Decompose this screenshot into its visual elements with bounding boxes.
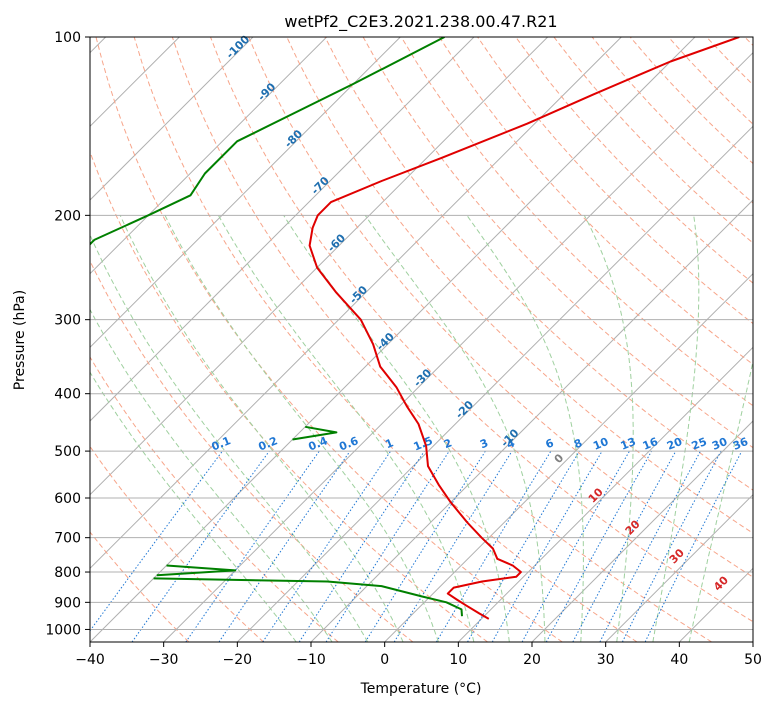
dry-adiabat-line [90, 259, 414, 642]
isotherm-line [163, 51, 753, 642]
isotherm-line [457, 346, 753, 642]
mixing-ratio-line [621, 450, 722, 642]
moist-adiabat-line [119, 215, 404, 642]
isotherm-line [90, 37, 254, 201]
x-tick-label: 10 [449, 652, 467, 668]
mixing-ratio-line [185, 450, 320, 642]
mixing-ratio-line [599, 450, 701, 642]
dry-adiabat-line [171, 37, 712, 642]
profile-series [90, 37, 740, 620]
mixing-ratio-line [435, 450, 552, 642]
isotherm-line [90, 37, 549, 496]
dry-adiabat-line [324, 37, 753, 491]
dry-adiabat-line [133, 37, 638, 642]
moist-adiabat-line [688, 358, 753, 642]
isotherm-line [752, 641, 753, 642]
x-tick-label: 50 [744, 652, 762, 668]
isotherm-line [531, 420, 753, 642]
isotherm-line [605, 493, 753, 642]
isotherm-line [90, 37, 622, 570]
dry-adiabat-line [90, 356, 339, 642]
plot-frame [89, 36, 754, 643]
temperature-profile-line [308, 37, 740, 620]
y-tick-label: 400 [54, 387, 81, 403]
mixing-ratio-label: 10 [591, 435, 610, 453]
pressure-gridlines [90, 37, 753, 630]
x-tick-label: 40 [670, 652, 688, 668]
isotherm-line [90, 37, 401, 349]
mixing-ratio-label: 8 [572, 436, 584, 451]
moist-adiabat-line [652, 215, 700, 642]
plot-area-background [90, 37, 753, 642]
y-axis-ticks: 100 200 300 400 500 600 700 800 900 1000 [45, 30, 90, 638]
mixing-ratio-label: 2 [442, 436, 454, 451]
y-tick-label: 1000 [45, 622, 81, 638]
mixing-ratio-line [572, 450, 677, 642]
mixing-ratio-label: 16 [641, 435, 660, 453]
x-axis-ticks: −40 −30 −20 −10 0 10 20 30 40 50 [75, 642, 762, 668]
mixing-ratio-line [131, 450, 270, 642]
mixing-ratio-line [393, 450, 513, 642]
mixing-ratio-label: 1 [383, 436, 395, 451]
isotherm-line [236, 125, 753, 642]
dry-adiabat-line [90, 445, 264, 642]
moist-adiabat-line [283, 215, 510, 642]
mixing-ratio-line [521, 450, 630, 642]
dry-adiabat-line [400, 37, 753, 407]
mixing-ratio-line [545, 450, 653, 642]
mixing-ratio-label: 13 [619, 435, 638, 453]
dewpoint-profile-line [153, 577, 463, 617]
mixing-ratio-line [90, 450, 223, 632]
chart-title: wetPf2_C2E3.2021.238.00.47.R21 [284, 12, 557, 32]
x-tick-label: −20 [223, 652, 253, 668]
mixing-ratio-line [644, 450, 743, 642]
mixing-ratio-label: 30 [710, 435, 729, 453]
mixing-ratio-label: 20 [665, 435, 684, 453]
mixing-ratio-label: 25 [690, 435, 709, 453]
background-lines [90, 37, 753, 642]
dry-adiabat-line [90, 531, 190, 642]
y-tick-label: 700 [54, 531, 81, 547]
mixing-ratio-label: 3 [478, 436, 490, 451]
y-tick-label: 300 [54, 313, 81, 329]
mixing-ratio-line [325, 450, 450, 642]
dry-adiabat-line [248, 37, 753, 578]
x-tick-label: 20 [523, 652, 541, 668]
y-tick-label: 600 [54, 491, 81, 507]
mixing-ratio-line [364, 450, 486, 642]
moist-adiabat-line [90, 308, 333, 642]
isotherm-line [90, 37, 475, 422]
dewpoint-profile-line [292, 425, 338, 441]
mixing-ratio-line [218, 450, 351, 642]
x-tick-label: −10 [296, 652, 326, 668]
y-tick-label: 800 [54, 565, 81, 581]
x-tick-label: 30 [597, 652, 615, 668]
dry-adiabat-line [438, 37, 753, 366]
moist-adiabat-line [583, 215, 634, 642]
moist-adiabat-line [90, 233, 369, 642]
y-tick-label: 500 [54, 444, 81, 460]
dewpoint-profile-line [156, 564, 237, 577]
dewpoint-profile-line [90, 37, 445, 316]
y-axis-label: Pressure (hPa) [12, 290, 28, 390]
y-tick-label: 900 [54, 595, 81, 611]
moist-adiabat-line [164, 215, 439, 642]
mixing-ratio-line [262, 450, 392, 642]
x-tick-label: −30 [149, 652, 179, 668]
mixing-ratio-line [298, 450, 425, 642]
mixing-ratio-label: 36 [731, 435, 750, 453]
dry-adiabat-line [515, 37, 753, 284]
moist-adiabat-line [364, 215, 546, 642]
y-tick-label: 100 [54, 30, 81, 46]
dry-adiabat-line [210, 37, 753, 623]
x-tick-label: 0 [380, 652, 389, 668]
y-tick-label: 200 [54, 208, 81, 224]
x-tick-label: −40 [75, 652, 105, 668]
isotherm-line [90, 37, 696, 642]
moist-adiabat-line [90, 371, 297, 642]
x-axis-label: Temperature (°C) [360, 681, 482, 697]
dry-adiabat-line [95, 37, 563, 642]
isotherm-line [90, 37, 328, 275]
